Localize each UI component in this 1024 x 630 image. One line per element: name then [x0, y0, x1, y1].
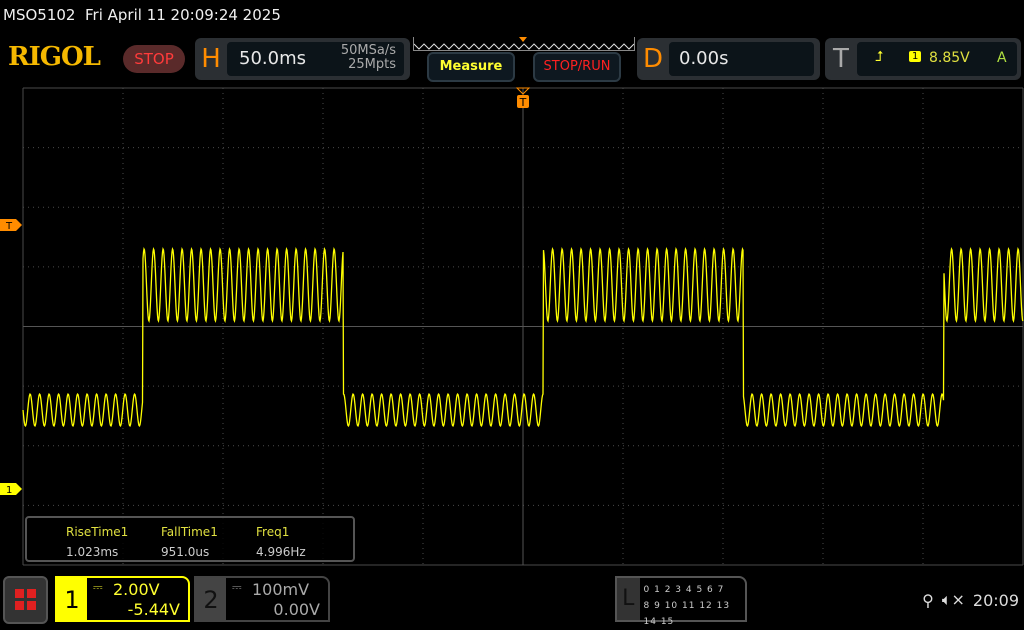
sample-rate: 50MSa/s — [340, 43, 396, 58]
dc-coupling-icon: ⎓ — [232, 580, 242, 594]
channel-1-panel[interactable]: 1 ⎓ 2.00V -5.44V — [55, 576, 190, 622]
measure-button[interactable]: Measure — [427, 52, 515, 82]
mute-icon[interactable]: 🔈︎× — [941, 590, 965, 609]
dc-coupling-icon: ⎓ — [93, 580, 103, 594]
ch1-waveform — [22, 247, 1024, 427]
channel-2-label: 2 — [196, 578, 226, 620]
channel-2-scale: 100mV — [252, 580, 310, 599]
measurement-rise: RiseTime1 1.023ms — [66, 525, 129, 559]
channel-2-offset: 0.00V — [273, 600, 320, 619]
datetime: Fri April 11 20:09:24 2025 — [85, 6, 281, 24]
ch1-ground-marker[interactable]: 1 — [0, 483, 22, 496]
main-menu-button[interactable] — [3, 576, 48, 624]
channel-1-label: 1 — [57, 578, 87, 620]
measurement-panel[interactable]: RiseTime1 1.023ms FallTime1 951.0us Freq1 4… — [25, 516, 355, 562]
trigger-time-marker: T — [515, 87, 531, 109]
trigger-letter: T — [833, 44, 849, 74]
menu-grid-icon — [15, 589, 36, 610]
svg-text:T: T — [519, 96, 527, 109]
usb-icon[interactable]: ⚲ — [922, 590, 934, 610]
rigol-logo: RIGOL — [8, 42, 101, 72]
delay-panel[interactable]: D 0.00s — [637, 38, 820, 80]
trigger-position-marker — [519, 37, 527, 42]
rising-edge-icon: ⮥ — [875, 49, 884, 65]
model: MSO5102 — [3, 6, 76, 24]
logic-label: L — [617, 578, 640, 620]
trigger-panel[interactable]: T ⮥ 1 8.85V A — [825, 38, 1021, 80]
trigger-source: 1 — [909, 51, 922, 62]
trigger-level-marker[interactable]: T — [0, 219, 22, 232]
trigger-mode: A — [997, 50, 1007, 66]
delay-letter: D — [642, 44, 664, 74]
channel-1-scale: 2.00V — [113, 580, 160, 599]
run-state-badge[interactable]: STOP — [123, 45, 185, 73]
trigger-level: 8.85V — [929, 50, 970, 66]
svg-text:T: T — [5, 221, 13, 232]
measurement-fall: FallTime1 951.0us — [161, 525, 218, 559]
status-area: ⚲ 🔈︎× 20:09 — [922, 590, 1019, 610]
graticule — [22, 87, 1024, 566]
logic-row-1: 0 1 2 3 4 5 6 7 — [643, 585, 725, 595]
horizontal-panel[interactable]: H 50.0ms 50MSa/s 25Mpts — [195, 38, 410, 80]
delay-value: 0.00s — [669, 42, 814, 76]
clock: 20:09 — [972, 590, 1019, 610]
title-bar: MSO5102 Fri April 11 20:09:24 2025 — [3, 6, 281, 24]
channel-1-offset: -5.44V — [127, 600, 180, 619]
memory-position-strip[interactable] — [413, 37, 635, 51]
timebase-value: 50.0ms — [239, 48, 306, 69]
logic-panel[interactable]: L 0 1 2 3 4 5 6 7 8 9 10 11 12 13 14 15 — [615, 576, 747, 627]
channel-2-panel[interactable]: 2 ⎓ 100mV 0.00V — [194, 576, 330, 622]
memory-depth: 25Mpts — [348, 57, 396, 72]
horizontal-letter: H — [201, 44, 221, 74]
measurement-freq: Freq1 4.996Hz — [256, 525, 306, 559]
logic-row-2: 8 9 10 11 12 13 14 15 — [643, 601, 731, 627]
stop-run-button[interactable]: STOP/RUN — [533, 52, 621, 82]
svg-text:1: 1 — [6, 485, 12, 496]
waveform-display[interactable]: T T 1 — [0, 86, 1024, 570]
